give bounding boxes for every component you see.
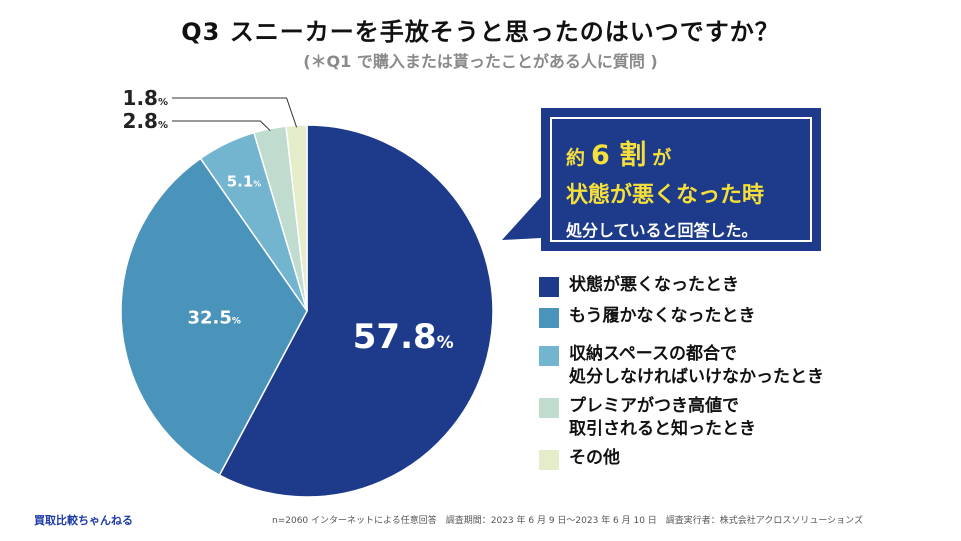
legend-label: 収納スペースの都合で 処分しなければいけなかったとき [569,344,824,387]
legend-swatch [539,398,559,418]
callout-border [550,117,812,242]
legend-label: プレミアがつき高値で 取引されると知ったとき [569,396,756,439]
leader-line-5 [172,97,298,128]
legend-swatch [539,277,559,297]
pie-slice-1 [218,124,494,498]
pie-slice-5 [285,124,308,312]
data-label-2: 32.5% [187,308,240,329]
legend-swatch [539,346,559,366]
callout-pointer [502,197,541,240]
callout-line2: 状態が悪くなった時 [566,183,765,208]
chart-subtitle: (＊Q1 で購入または貰ったことがある人に質問 ) [303,52,658,71]
data-label-4: 2.8% [123,109,168,133]
leader-line-4 [172,120,271,132]
legend-label: もう履かなくなったとき [569,306,756,326]
callout-line3: 処分していると回答した。 [566,221,758,240]
legend-swatch [539,308,559,328]
survey-note: n=2060 インターネットによる任意回答 調査期間：2023 年 6 月 9 … [272,516,863,526]
callout-prefix: 約 [566,147,586,169]
pie-slice-2 [120,157,308,477]
chart-title: Q3 スニーカーを手放そうと思ったのはいつですか？ [181,18,780,46]
legend-swatch [539,450,559,470]
callout-number: 6 割 [591,140,647,171]
callout-suffix: が [652,147,672,169]
data-label-3: 5.1% [227,172,262,190]
brand-name: 買取比較ちゃんねる [34,514,133,527]
legend-label: その他 [569,448,620,468]
legend-label: 状態が悪くなったとき [569,275,739,295]
data-label-5: 1.8% [123,86,168,110]
